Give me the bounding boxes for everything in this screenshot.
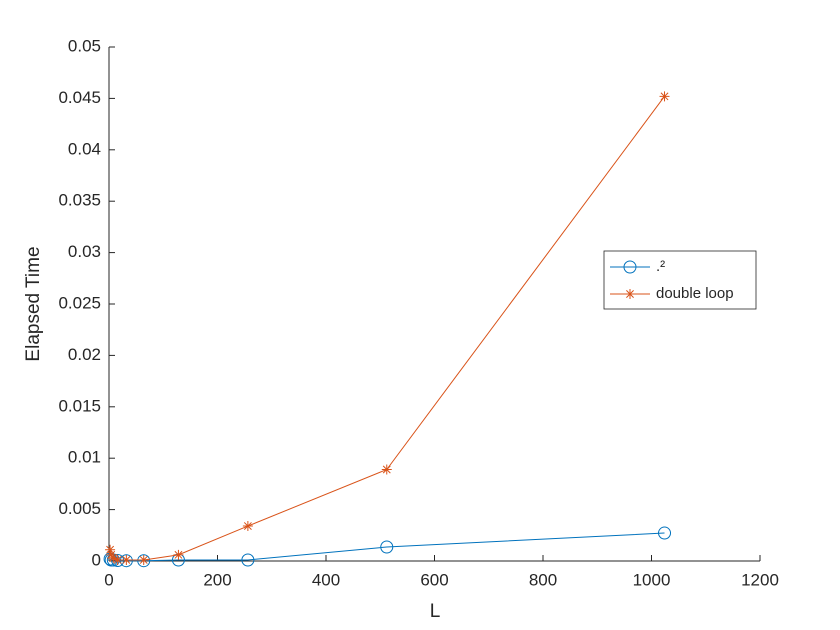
- legend-marker: [623, 260, 637, 274]
- marker-circle: [119, 554, 133, 568]
- y-tick-label: 0.03: [68, 242, 101, 261]
- y-tick-label: 0.05: [68, 36, 101, 55]
- marker-asterisk: [108, 552, 119, 563]
- marker-asterisk: [138, 554, 149, 565]
- y-tick-label: 0.025: [58, 293, 101, 312]
- y-tick-label: 0.005: [58, 499, 101, 518]
- x-tick-label: 1000: [633, 570, 671, 589]
- marker-circle: [658, 526, 672, 540]
- marker-asterisk: [106, 549, 117, 560]
- series-line: [109, 96, 665, 561]
- x-tick-label: 1200: [741, 570, 779, 589]
- y-tick-label: 0.015: [58, 396, 101, 415]
- marker-circle: [380, 540, 394, 554]
- marker-asterisk: [112, 554, 123, 565]
- x-tick-label: 200: [203, 570, 231, 589]
- y-tick-label: 0.045: [58, 88, 101, 107]
- marker-circle: [111, 553, 125, 567]
- x-axis-label: L: [430, 601, 441, 622]
- y-axis-label: Elapsed Time: [23, 246, 44, 361]
- marker-asterisk: [105, 544, 116, 555]
- marker-circle: [241, 553, 255, 567]
- x-tick-label: 600: [420, 570, 448, 589]
- marker-circle: [137, 554, 151, 568]
- marker-asterisk: [121, 554, 132, 565]
- legend: .² double loop: [603, 250, 757, 310]
- marker-asterisk: [659, 91, 670, 102]
- y-tick-label: 0: [92, 550, 101, 569]
- legend-label: double loop: [656, 285, 734, 302]
- marker-asterisk: [242, 521, 253, 532]
- y-tick-label: 0.035: [58, 191, 101, 210]
- y-tick-label: 0.04: [68, 139, 101, 158]
- x-tick-label: 0: [104, 570, 113, 589]
- y-tick-label: 0.01: [68, 448, 101, 467]
- marker-asterisk: [381, 464, 392, 475]
- legend-label: .²: [656, 258, 665, 275]
- series-line: [109, 532, 665, 562]
- x-tick-label: 800: [529, 570, 557, 589]
- x-tick-label: 400: [312, 570, 340, 589]
- legend-marker: [625, 289, 635, 299]
- y-tick-label: 0.02: [68, 345, 101, 364]
- marker-asterisk: [173, 549, 184, 560]
